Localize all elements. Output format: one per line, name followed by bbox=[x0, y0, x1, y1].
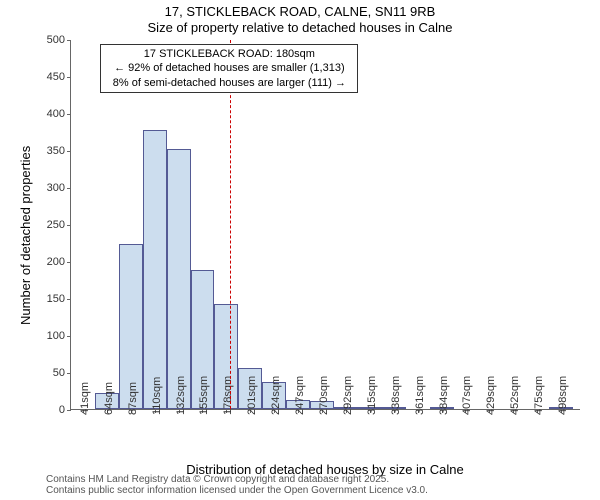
y-tick-label: 150 bbox=[47, 293, 71, 305]
x-tick-label: 110sqm bbox=[151, 377, 163, 415]
chart-container: { "title_line1": "17, STICKLEBACK ROAD, … bbox=[0, 0, 600, 500]
y-tick-label: 300 bbox=[47, 182, 71, 194]
annotation-line3: 8% of semi-detached houses are larger (1… bbox=[105, 76, 353, 90]
y-tick-label: 500 bbox=[47, 34, 71, 46]
x-tick-label: 292sqm bbox=[342, 376, 354, 415]
x-tick-label: 452sqm bbox=[509, 376, 521, 415]
x-tick-label: 498sqm bbox=[557, 376, 569, 415]
x-tick-label: 201sqm bbox=[246, 376, 258, 415]
annotation-box: 17 STICKLEBACK ROAD: 180sqm← 92% of deta… bbox=[100, 44, 358, 93]
y-tick-label: 50 bbox=[53, 367, 71, 379]
x-tick-label: 384sqm bbox=[438, 376, 450, 415]
footer: Contains HM Land Registry data © Crown c… bbox=[46, 474, 428, 496]
x-tick-label: 270sqm bbox=[318, 376, 330, 415]
y-tick-label: 250 bbox=[47, 219, 71, 231]
y-tick-label: 200 bbox=[47, 256, 71, 268]
x-tick-label: 224sqm bbox=[270, 376, 282, 415]
x-tick-label: 338sqm bbox=[390, 376, 402, 415]
chart-title-line2: Size of property relative to detached ho… bbox=[0, 20, 600, 36]
y-tick-label: 450 bbox=[47, 71, 71, 83]
x-tick-label: 87sqm bbox=[127, 382, 139, 415]
reference-line bbox=[230, 40, 231, 409]
footer-line1: Contains HM Land Registry data © Crown c… bbox=[46, 474, 428, 485]
plot-area: 05010015020025030035040045050041sqm64sqm… bbox=[70, 40, 580, 410]
histogram-bar bbox=[167, 149, 191, 409]
x-tick-label: 132sqm bbox=[175, 376, 187, 415]
x-tick-label: 407sqm bbox=[461, 376, 473, 415]
x-tick-label: 429sqm bbox=[485, 376, 497, 415]
histogram-bar bbox=[143, 130, 167, 409]
footer-line2: Contains public sector information licen… bbox=[46, 485, 428, 496]
chart-title-line1: 17, STICKLEBACK ROAD, CALNE, SN11 9RB bbox=[0, 0, 600, 20]
y-tick-label: 0 bbox=[59, 404, 71, 416]
x-tick-label: 315sqm bbox=[366, 376, 378, 415]
x-tick-label: 475sqm bbox=[533, 376, 545, 415]
x-tick-label: 361sqm bbox=[414, 376, 426, 415]
x-tick-label: 41sqm bbox=[79, 382, 91, 415]
x-tick-label: 155sqm bbox=[198, 376, 210, 415]
y-tick-label: 100 bbox=[47, 330, 71, 342]
x-tick-label: 247sqm bbox=[294, 376, 306, 415]
x-tick-label: 178sqm bbox=[222, 376, 234, 415]
annotation-line2: ← 92% of detached houses are smaller (1,… bbox=[105, 61, 353, 75]
y-tick-label: 350 bbox=[47, 145, 71, 157]
y-axis-label: Number of detached properties bbox=[18, 146, 33, 325]
y-tick-label: 400 bbox=[47, 108, 71, 120]
x-tick-label: 64sqm bbox=[103, 382, 115, 415]
annotation-line1: 17 STICKLEBACK ROAD: 180sqm bbox=[105, 47, 353, 61]
